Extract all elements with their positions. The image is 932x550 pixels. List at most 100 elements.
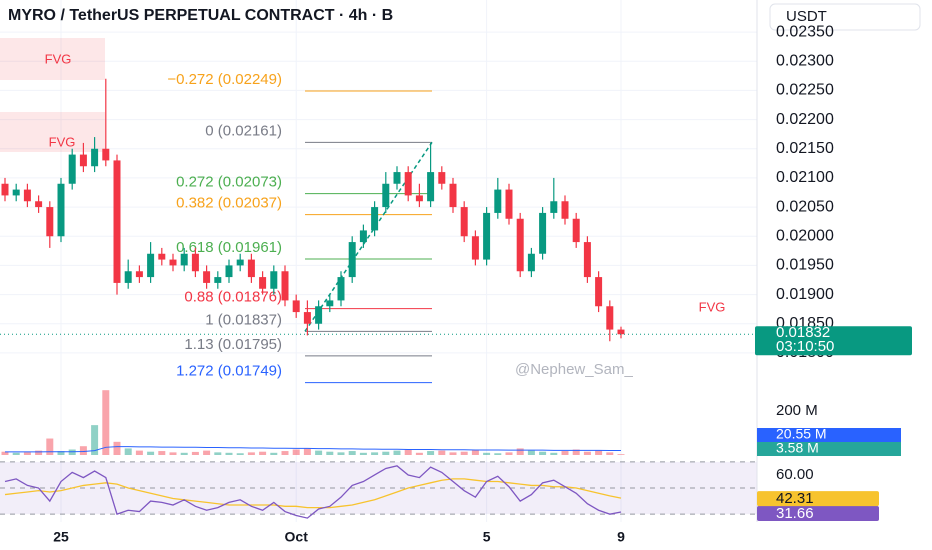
rsi-tag-label: 31.66 [776,505,814,522]
y-tick-label: 60.00 [776,466,814,483]
volume-bar [203,450,211,455]
volume-bar [91,425,99,455]
volume-bar [460,451,468,455]
y-tick-label: 0.02150 [776,140,834,157]
candle-body [23,189,31,202]
y-tick-label: 0.02350 [776,23,834,40]
volume-bar [393,450,401,455]
candle-body [214,277,222,283]
x-tick-label: Oct [285,529,309,545]
candle-body [449,183,457,208]
volume-bar [337,452,345,455]
countdown: 03:10:50 [776,338,834,355]
currency: USDT [786,8,827,25]
candle-body [359,230,367,243]
volume-bar [438,450,446,455]
volume-bar [483,452,491,455]
candle-body [79,154,87,167]
volume-bar [247,452,255,455]
volume-bar [606,452,614,455]
candle-body [427,172,435,202]
volume-bar [12,452,20,455]
fvg-label: FVG [45,51,72,66]
currency-box[interactable] [769,3,921,31]
volume-bar [371,452,379,455]
volume-bar [359,452,367,455]
candle-body [550,201,558,213]
candle-body [617,329,625,335]
candle-body [483,212,491,260]
candle-body [191,253,199,272]
volume-bar [583,451,591,455]
axis-column [757,0,932,550]
candle-body [460,207,468,237]
y-tick-label: 0.02250 [776,82,834,99]
fvg-label: FVG [49,134,76,149]
candle-body [348,242,356,278]
candle-body [270,271,278,289]
rsi-line [4,465,622,519]
x-tick-label: 5 [483,529,491,545]
candle-body [606,306,614,330]
candle-body [595,277,603,307]
y-tick-label: 0.02200 [776,111,834,128]
volume-bar [415,452,423,455]
candle-body [494,189,502,213]
candle-body [438,172,446,184]
candle-body [225,265,233,278]
candle-body [471,236,479,260]
candle-body [505,189,513,219]
fvg-label: FVG [699,299,726,314]
candle-body [35,201,43,208]
candle-body [303,312,311,324]
volume-bar [292,449,300,455]
volume-bar [35,450,43,455]
volume-bar [225,452,233,455]
volume-bar [214,452,222,455]
volume-bar [158,451,166,455]
volume-bar [404,449,412,455]
candle-body [169,259,177,266]
candle-body [158,253,166,260]
candle-body [247,259,255,278]
volume-bar [326,451,334,455]
candle-body [572,218,580,243]
volume-bar [382,451,390,455]
candle-body [326,300,334,307]
candle-body [57,183,65,237]
volume-bar [135,450,143,455]
candle-body [46,207,54,237]
volume-bar [494,453,502,455]
volume-tag [757,442,901,456]
fib-label: 0.382 (0.02037) [176,195,282,212]
y-tick-label: 0.02000 [776,227,834,244]
candle-body [315,306,323,324]
y-tick-label: 0.02100 [776,169,834,186]
rsi-tag [757,505,879,521]
volume-bar [147,451,155,455]
chart-title: MYRO / TetherUS PERPETUAL CONTRACT · 4h … [8,7,393,24]
volume-bar [595,450,603,455]
volume-bar [102,390,110,455]
candle-body [147,253,155,278]
candle-body [135,271,143,278]
candle-body [382,183,390,208]
y-tick-label: 0.01900 [776,286,834,303]
candle-body [203,271,211,283]
watermark: @Nephew_Sam_ [515,361,633,378]
candle-body [404,172,412,196]
volume-bar [79,446,87,455]
plot-area: FVG FVG FVG @Nephew_Sam_ −0.272 (0.02249) 0 (… [0,0,757,522]
volume-bar [169,452,177,455]
candle-body [180,253,188,266]
candle-body [259,277,267,289]
candle-body [393,172,401,184]
candle-body [583,242,591,278]
volume-bar [236,453,244,455]
candle-body [415,195,423,202]
volume-ma-tag-label: 20.55 M [776,426,827,442]
y-tick-label: 200 M [776,402,818,419]
candle-body [371,207,379,231]
fib-label: 0.272 (0.02073) [176,174,282,191]
